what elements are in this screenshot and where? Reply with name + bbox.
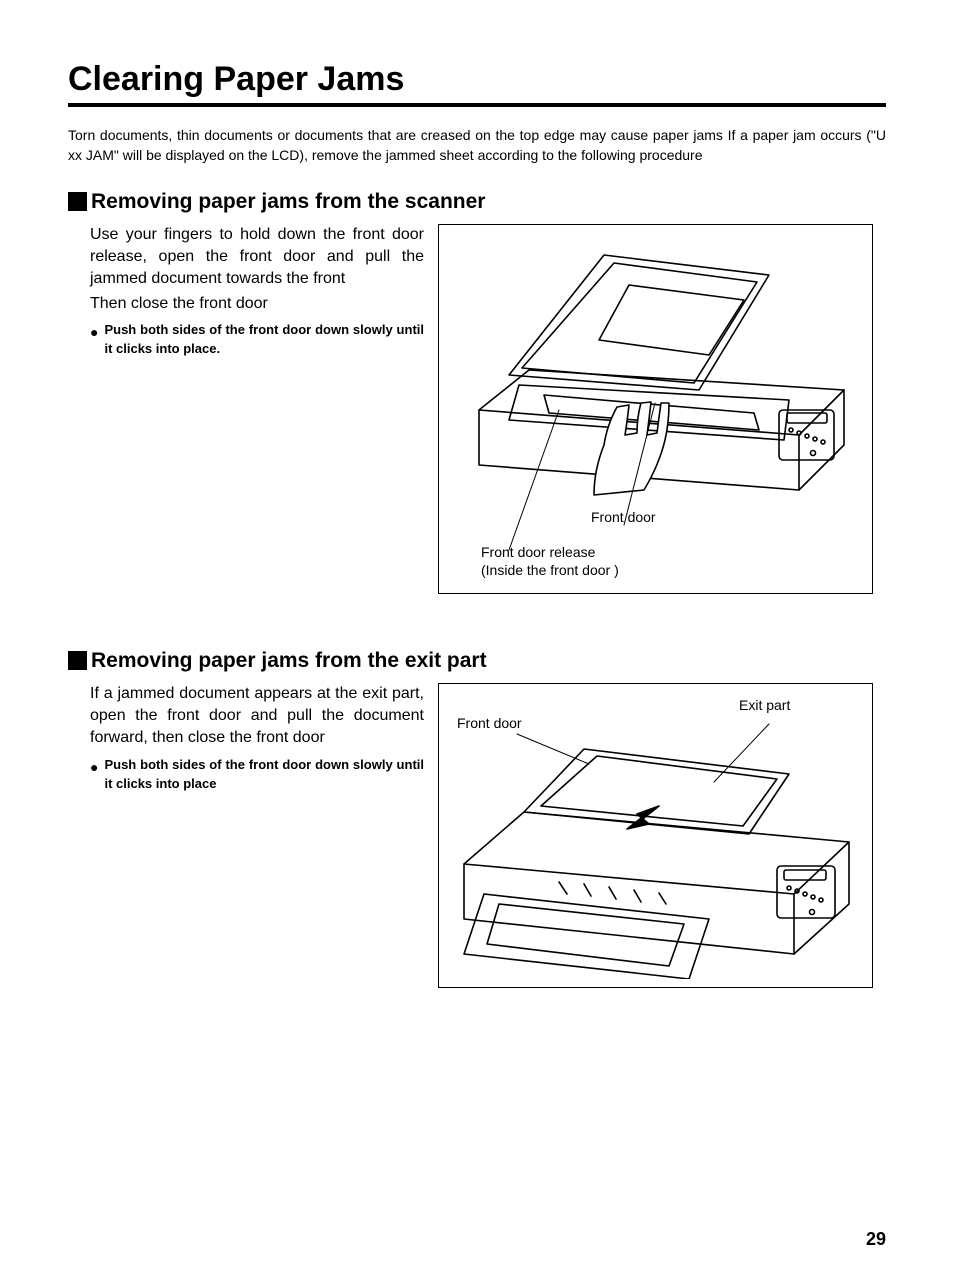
printer-illustration-scanner <box>449 235 864 575</box>
section-heading-scanner: Removing paper jams from the scanner <box>68 190 886 214</box>
intro-paragraph: Torn documents, thin documents or docume… <box>68 125 886 166</box>
text-column-exit: If a jammed document appears at the exit… <box>68 683 438 794</box>
body-paragraph: Then close the front door <box>90 293 424 315</box>
section-heading-exit: Removing paper jams from the exit part <box>68 649 886 673</box>
figure-label-front-door: Front door <box>591 508 656 526</box>
page-title: Clearing Paper Jams <box>68 60 886 99</box>
body-paragraph: If a jammed document appears at the exit… <box>90 683 424 750</box>
section-heading-label: Removing paper jams from the exit part <box>91 649 487 673</box>
bullet-icon: ● <box>90 323 98 343</box>
text-column-scanner: Use your fingers to hold down the front … <box>68 224 438 359</box>
bullet-text: Push both sides of the front door down s… <box>104 756 424 794</box>
figure-label-release-l2: (Inside the front door ) <box>481 562 619 578</box>
figure-scanner: Front door Front door release (Inside th… <box>438 224 873 594</box>
bullet-text: Push both sides of the front door down s… <box>104 321 424 359</box>
figure-label-release: Front door release (Inside the front doo… <box>481 543 619 579</box>
title-rule <box>68 103 886 107</box>
section-body-exit: If a jammed document appears at the exit… <box>68 683 886 988</box>
body-paragraph: Use your fingers to hold down the front … <box>90 224 424 291</box>
section-heading-label: Removing paper jams from the scanner <box>91 190 485 214</box>
section-body-scanner: Use your fingers to hold down the front … <box>68 224 886 594</box>
figure-label-front-door-2: Front door <box>457 714 522 732</box>
figure-label-release-l1: Front door release <box>481 544 595 560</box>
bullet-icon: ● <box>90 758 98 778</box>
figure-label-exit-part: Exit part <box>739 696 790 714</box>
page-number: 29 <box>866 1229 886 1250</box>
printer-illustration-exit <box>449 694 864 979</box>
bullet-item: ● Push both sides of the front door down… <box>90 321 424 359</box>
bullet-item: ● Push both sides of the front door down… <box>90 756 424 794</box>
figure-exit: Front door Exit part <box>438 683 873 988</box>
